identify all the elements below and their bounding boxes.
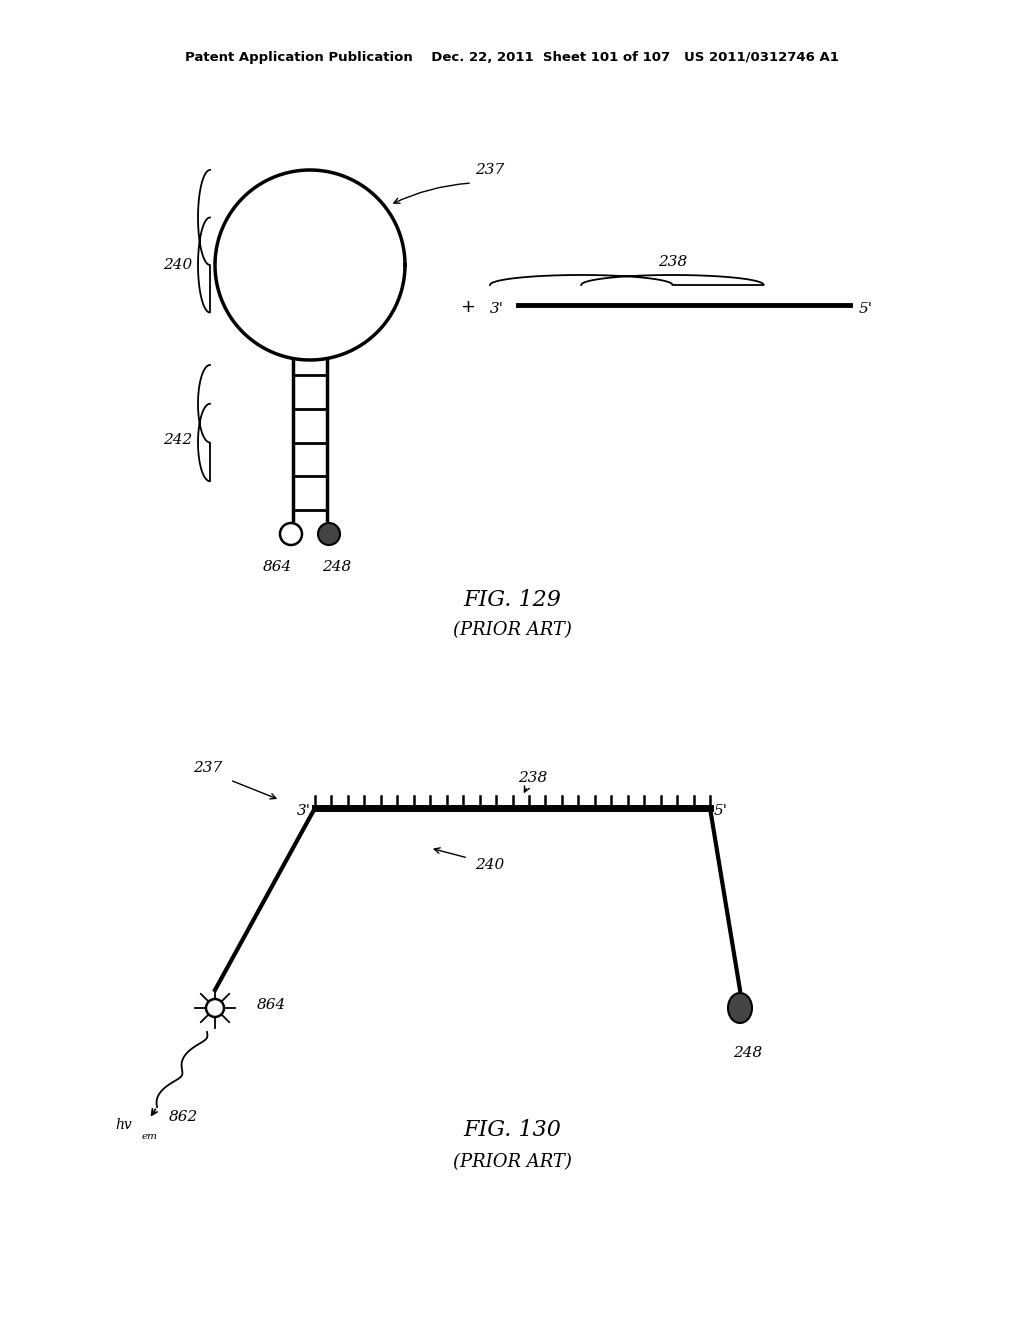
Text: 5': 5' bbox=[859, 302, 873, 315]
Text: 242: 242 bbox=[163, 433, 193, 447]
Text: 248: 248 bbox=[733, 1045, 763, 1060]
Text: hv: hv bbox=[116, 1118, 132, 1133]
Text: 240: 240 bbox=[163, 257, 193, 272]
Text: 238: 238 bbox=[657, 255, 687, 269]
Text: FIG. 129: FIG. 129 bbox=[463, 589, 561, 611]
Text: em: em bbox=[142, 1133, 158, 1140]
Text: (PRIOR ART): (PRIOR ART) bbox=[453, 1152, 571, 1171]
Text: FIG. 130: FIG. 130 bbox=[463, 1119, 561, 1140]
Circle shape bbox=[206, 999, 224, 1016]
Text: Patent Application Publication    Dec. 22, 2011  Sheet 101 of 107   US 2011/0312: Patent Application Publication Dec. 22, … bbox=[185, 51, 839, 65]
Text: +: + bbox=[461, 298, 475, 315]
Text: 3': 3' bbox=[490, 302, 504, 315]
Text: 238: 238 bbox=[518, 771, 547, 785]
Text: 237: 237 bbox=[475, 162, 505, 177]
Text: 248: 248 bbox=[323, 560, 351, 574]
Text: 3': 3' bbox=[297, 804, 311, 818]
Text: 240: 240 bbox=[475, 858, 505, 873]
Circle shape bbox=[280, 523, 302, 545]
Text: 864: 864 bbox=[262, 560, 292, 574]
Text: 5': 5' bbox=[714, 804, 728, 818]
Text: 864: 864 bbox=[257, 998, 287, 1012]
Circle shape bbox=[318, 523, 340, 545]
Text: (PRIOR ART): (PRIOR ART) bbox=[453, 620, 571, 639]
Text: 862: 862 bbox=[169, 1110, 199, 1125]
Ellipse shape bbox=[728, 993, 752, 1023]
Text: 237: 237 bbox=[194, 762, 222, 775]
